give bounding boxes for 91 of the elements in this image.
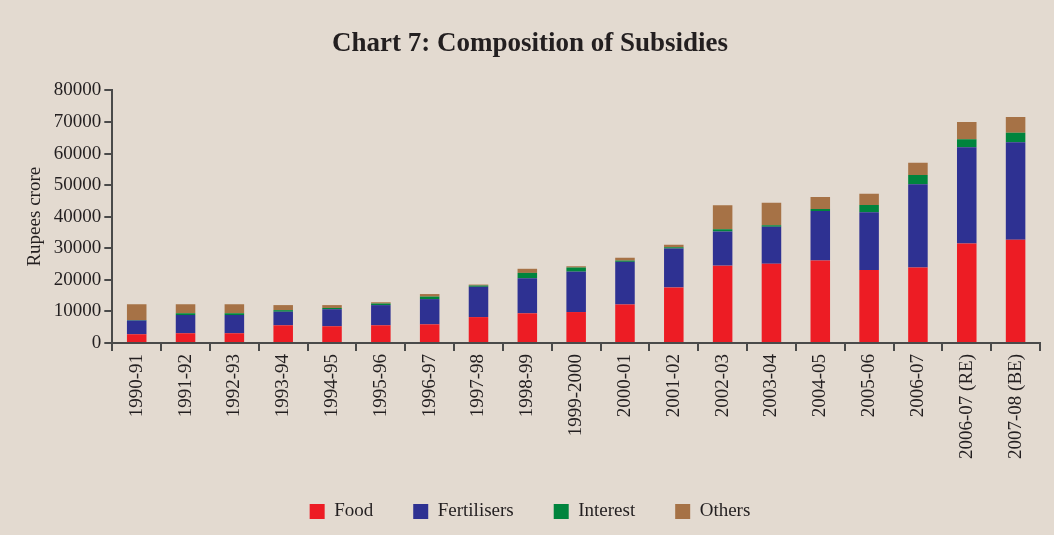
- y-tick-label: 60000: [53, 141, 102, 163]
- bar: [859, 205, 879, 213]
- bar: [517, 313, 538, 342]
- bar: [957, 121, 977, 140]
- x-tick-label: 1995-96: [368, 353, 390, 418]
- x-tick-label: 2002-03: [710, 353, 732, 418]
- bar: [712, 265, 733, 342]
- bar: [371, 305, 391, 326]
- bar: [419, 299, 440, 325]
- y-axis-title: Rupees crore: [23, 166, 45, 267]
- bar: [810, 197, 831, 210]
- x-tick-label: 1993-94: [271, 353, 293, 418]
- bar: [859, 193, 879, 206]
- bar: [224, 314, 245, 334]
- x-tick-label: 1992-93: [222, 353, 244, 418]
- bar: [1005, 116, 1026, 133]
- bar: [322, 309, 342, 327]
- bar: [371, 325, 391, 342]
- x-tick-label: 2000-01: [612, 353, 634, 418]
- bar: [517, 272, 538, 279]
- bar: [761, 263, 782, 342]
- bar: [175, 333, 196, 342]
- x-tick-label: 2006-07: [905, 353, 927, 418]
- bar: [468, 286, 489, 318]
- chart-title: Chart 7: Composition of Subsidies: [331, 27, 729, 58]
- bar: [566, 267, 586, 272]
- bar: [566, 271, 586, 313]
- legend-label: Others: [699, 499, 751, 521]
- x-tick-label: 1994-95: [320, 353, 341, 418]
- bar: [761, 202, 782, 226]
- y-tick-label: 30000: [53, 236, 102, 258]
- bar: [908, 162, 928, 176]
- x-tick-label: 1996-97: [417, 353, 439, 418]
- y-tick-label: 20000: [53, 267, 102, 289]
- bar: [1005, 142, 1026, 240]
- bar: [712, 231, 733, 266]
- legend-label: Fertilisers: [437, 499, 514, 521]
- y-tick-label: 80000: [53, 78, 102, 100]
- bar: [859, 212, 879, 271]
- x-tick-label: 2005-06: [857, 353, 879, 418]
- bar: [224, 304, 245, 314]
- bar: [712, 205, 733, 230]
- bar: [517, 268, 538, 273]
- y-tick-label: 50000: [53, 173, 102, 195]
- bar: [712, 229, 733, 232]
- bar: [1005, 132, 1026, 143]
- x-tick-label: 2006-07 (RE): [954, 353, 977, 460]
- bar: [1005, 239, 1026, 342]
- x-tick-label: 1990-91: [124, 353, 146, 418]
- bar: [664, 248, 684, 288]
- bar: [810, 260, 831, 342]
- bar: [175, 304, 196, 314]
- bar: [273, 311, 293, 326]
- x-tick-label: 1999-2000: [564, 353, 586, 437]
- y-tick-label: 0: [91, 330, 102, 352]
- legend-label: Interest: [578, 499, 636, 521]
- bar: [419, 324, 440, 342]
- x-tick-label: 1997-98: [466, 353, 488, 418]
- bar: [224, 333, 245, 342]
- x-tick-label: 1998-99: [515, 353, 537, 418]
- bar: [908, 175, 928, 185]
- bar: [517, 278, 538, 314]
- bar: [957, 147, 977, 244]
- bar: [566, 312, 586, 342]
- bar: [761, 226, 782, 264]
- bar: [810, 211, 831, 261]
- bar: [615, 304, 635, 342]
- bar: [322, 326, 342, 342]
- bar: [908, 267, 928, 342]
- x-tick-label: 2007-08 (BE): [1003, 353, 1026, 460]
- bar: [273, 305, 293, 311]
- bar: [175, 314, 196, 334]
- bar: [859, 270, 879, 342]
- bar: [273, 325, 293, 342]
- x-tick-label: 2004-05: [808, 353, 830, 418]
- x-tick-label: 2001-02: [661, 353, 683, 418]
- legend-label: Food: [334, 499, 374, 521]
- x-tick-label: 2003-04: [759, 353, 781, 418]
- y-tick-label: 10000: [53, 299, 102, 321]
- y-tick-label: 70000: [53, 109, 102, 131]
- bar: [615, 261, 635, 305]
- bar: [957, 139, 977, 148]
- bar: [126, 304, 147, 320]
- y-tick-label: 40000: [53, 204, 102, 226]
- bar: [908, 184, 928, 268]
- x-tick-label: 1991-92: [173, 353, 195, 418]
- bar: [126, 320, 147, 335]
- bar: [468, 317, 489, 342]
- bar: [664, 287, 684, 342]
- bar: [957, 243, 977, 342]
- bar: [126, 334, 147, 342]
